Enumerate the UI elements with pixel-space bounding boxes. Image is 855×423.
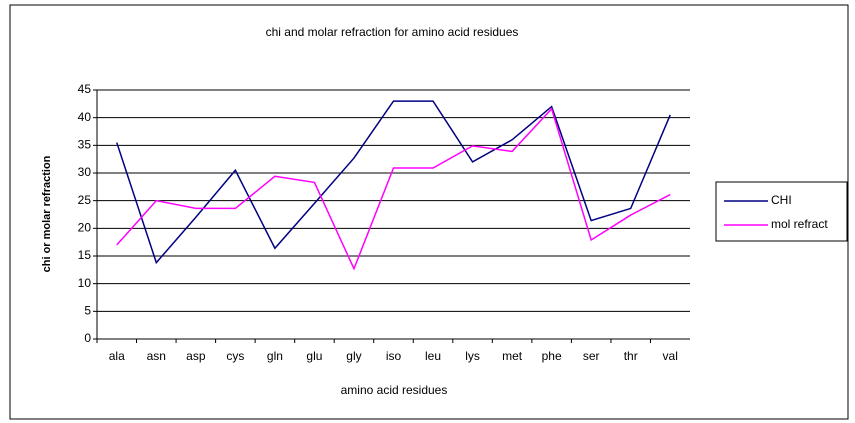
y-tick-label: 5 xyxy=(84,304,91,318)
x-tick-label: ser xyxy=(583,349,600,363)
chart-border xyxy=(9,4,849,420)
legend-box xyxy=(715,181,848,242)
x-tick-label: asp xyxy=(186,349,206,363)
x-tick-label: gln xyxy=(267,349,283,363)
y-tick-label: 40 xyxy=(78,110,92,124)
series-line xyxy=(116,100,671,265)
x-tick-label: val xyxy=(663,349,678,363)
x-tick-label: thr xyxy=(624,349,638,363)
x-tick-label: leu xyxy=(425,349,441,363)
y-tick-label: 35 xyxy=(78,138,92,152)
y-tick-label: 10 xyxy=(78,276,92,290)
legend-label: CHI xyxy=(771,193,792,207)
x-tick-label: lys xyxy=(465,349,480,363)
x-tick-label: gly xyxy=(346,349,361,363)
y-tick-label: 20 xyxy=(78,221,92,235)
x-tick-label: met xyxy=(502,349,523,363)
chart-title: chi and molar refraction for amino acid … xyxy=(266,25,519,39)
y-tick-label: 15 xyxy=(78,248,92,262)
x-axis-label: amino acid residues xyxy=(341,383,448,397)
series-line xyxy=(116,107,671,271)
x-tick-label: asn xyxy=(147,349,166,363)
y-tick-label: 0 xyxy=(84,331,91,345)
legend-label: mol refract xyxy=(771,217,828,231)
y-tick-label: 25 xyxy=(78,193,92,207)
x-tick-label: phe xyxy=(542,349,562,363)
y-tick-label: 45 xyxy=(78,82,92,96)
y-tick-label: 30 xyxy=(78,165,92,179)
x-tick-label: cys xyxy=(226,349,244,363)
x-tick-label: iso xyxy=(386,349,402,363)
y-axis-label: chi or molar refraction xyxy=(41,155,53,272)
x-tick-label: ala xyxy=(109,349,125,363)
x-tick-label: glu xyxy=(306,349,322,363)
